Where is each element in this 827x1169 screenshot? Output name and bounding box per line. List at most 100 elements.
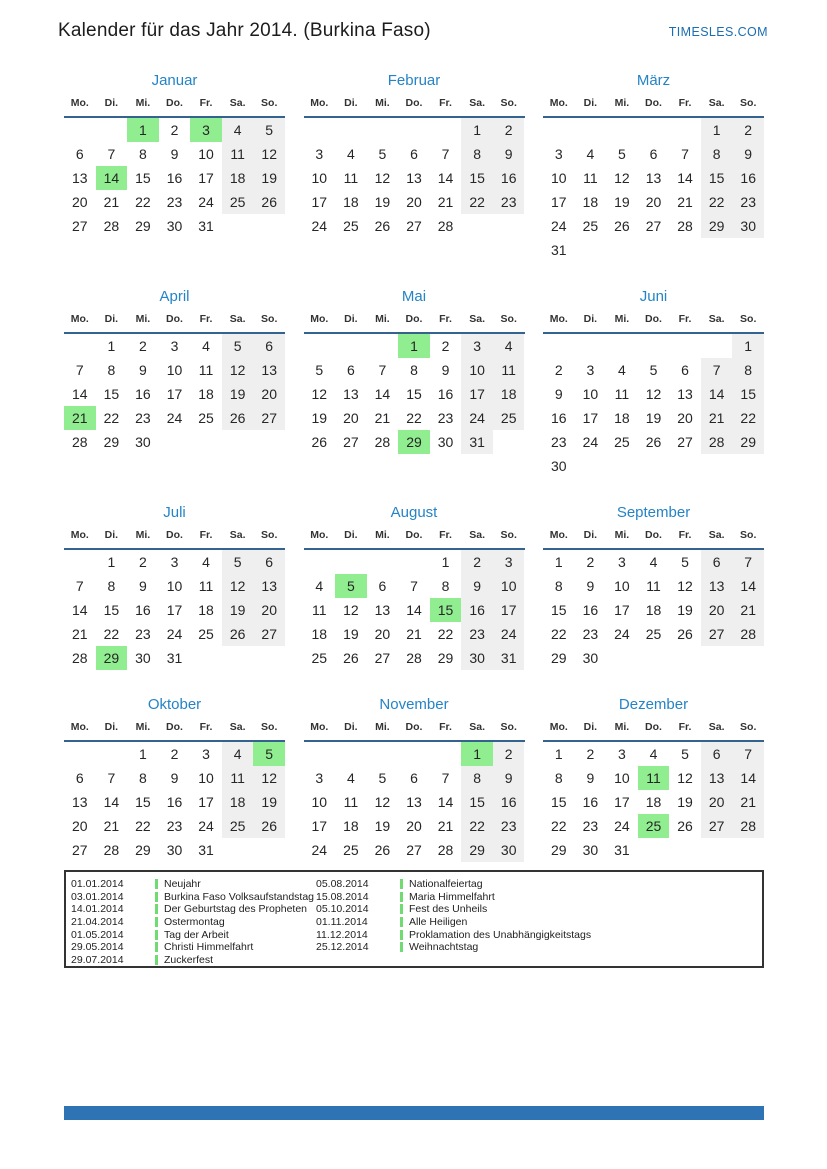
weekday-header: So. xyxy=(740,529,757,541)
empty-cell xyxy=(222,430,254,454)
month-rule xyxy=(303,332,525,334)
day-cell: 2 xyxy=(461,550,493,574)
legend-row: 15.08.2014 Maria Himmelfahrt xyxy=(316,891,762,904)
day-cell: 22 xyxy=(135,194,151,210)
weekday-header: Mo. xyxy=(70,529,89,541)
day-cell: 7 xyxy=(732,550,764,574)
legend-row: 11.12.2014 Proklamation des Unabhängigkei… xyxy=(316,928,762,941)
day-cell: 28 xyxy=(374,434,391,450)
day-cell: 8 xyxy=(107,578,116,594)
month-title: Januar xyxy=(151,72,198,89)
month-title: September xyxy=(616,504,691,521)
day-cell-holiday: 11 xyxy=(637,766,670,790)
day-cell: 26 xyxy=(614,218,630,234)
day-cell: 16 xyxy=(461,598,493,622)
weekday-header: Fr. xyxy=(678,529,692,541)
month-title: Mai xyxy=(401,288,427,305)
empty-cell xyxy=(638,118,670,142)
month-rule xyxy=(303,116,525,118)
site-link[interactable]: TIMESLES.COM xyxy=(668,25,768,39)
day-cell: 20 xyxy=(253,382,285,406)
day-cell: 4 xyxy=(221,742,254,766)
day-cell: 13 xyxy=(71,170,88,186)
legend-date: 01.11.2014 xyxy=(316,916,368,929)
day-cell: 23 xyxy=(135,626,151,642)
day-grid: 1 2 3 4 5 6 7 8 9 10 11 12 13 14 15 16 17 18 19 20 21 22 23 24 2… xyxy=(64,334,285,454)
day-cell: 15 xyxy=(461,166,493,190)
day-cell-holiday: 3 xyxy=(190,118,222,142)
day-cell: 16 xyxy=(732,166,764,190)
day-cell: 29 xyxy=(732,430,764,454)
day-cell: 25 xyxy=(645,626,662,642)
weekday-header-row: Mo. Di. Mi. Do. Fr. Sa. So. xyxy=(543,721,764,740)
day-cell: 28 xyxy=(71,434,88,450)
day-cell: 3 xyxy=(315,146,324,162)
day-cell: 25 xyxy=(492,406,525,430)
month-rule xyxy=(543,740,764,742)
day-cell: 29 xyxy=(700,214,733,238)
empty-cell xyxy=(575,454,607,478)
day-cell: 22 xyxy=(103,410,120,426)
day-cell: 10 xyxy=(311,794,328,810)
day-cell: 6 xyxy=(75,770,84,786)
weekday-header: Fr. xyxy=(678,721,692,733)
day-cell: 9 xyxy=(441,362,450,378)
day-cell: 13 xyxy=(343,386,359,402)
weekday-header: Mi. xyxy=(614,529,630,541)
empty-cell xyxy=(367,118,399,142)
legend-date: 29.05.2014 xyxy=(71,941,124,954)
weekday-header: Mi. xyxy=(375,97,390,109)
day-cell: 3 xyxy=(170,554,179,570)
day-cell: 4 xyxy=(649,746,658,762)
day-cell: 23 xyxy=(492,190,525,214)
day-cell: 14 xyxy=(677,170,693,186)
day-cell: 25 xyxy=(343,842,359,858)
day-cell: 31 xyxy=(198,842,214,858)
day-cell: 19 xyxy=(677,794,693,810)
holiday-marker-bar-icon xyxy=(400,942,403,953)
day-grid: 1 2 3 4 5 6 7 8 9 10 11 12 13 14 15 16 17 18 19 20 21 22 23 24 2… xyxy=(304,118,525,238)
day-cell: 18 xyxy=(645,602,662,618)
day-cell: 17 xyxy=(614,794,630,810)
day-cell: 2 xyxy=(139,338,147,354)
legend-row: 05.10.2014 Fest des Unheils xyxy=(316,903,762,916)
day-cell: 20 xyxy=(677,410,693,426)
weekday-header-row: Mo. Di. Mi. Do. Fr. Sa. So. xyxy=(304,313,525,332)
month-title: August xyxy=(390,504,438,521)
day-cell-holiday: 5 xyxy=(335,574,367,598)
legend-date: 29.07.2014 xyxy=(71,953,124,966)
legend-row: 29.07.2014 Zuckerfest xyxy=(71,954,316,967)
day-cell: 2 xyxy=(492,742,525,766)
day-cell-holiday: 29 xyxy=(95,646,128,670)
empty-cell xyxy=(367,334,399,358)
day-cell: 12 xyxy=(253,766,285,790)
day-cell: 19 xyxy=(221,382,254,406)
legend-row: 03.01.2014 Burkina Faso Volksaufstandstag xyxy=(71,891,316,904)
day-cell: 13 xyxy=(374,602,391,618)
day-grid: 1 2 3 4 5 6 7 8 9 10 11 12 13 14 15 16 17 18 19 20 21 22 23 24 2… xyxy=(304,334,525,454)
weekday-header: Di. xyxy=(104,97,119,109)
day-cell: 23 xyxy=(550,434,567,450)
empty-cell xyxy=(669,238,701,262)
day-cell: 2 xyxy=(139,554,147,570)
day-cell: 16 xyxy=(437,386,454,402)
day-cell: 30 xyxy=(437,434,454,450)
day-cell: 23 xyxy=(166,194,183,210)
legend-holiday-name: Der Geburtstag des Propheten xyxy=(164,903,308,916)
day-cell: 11 xyxy=(646,578,661,594)
day-cell: 21 xyxy=(103,818,120,834)
day-cell: 28 xyxy=(732,814,764,838)
weekday-header: Fr. xyxy=(199,97,213,109)
day-cell: 19 xyxy=(614,194,630,210)
day-cell: 30 xyxy=(135,434,151,450)
weekday-header: Sa. xyxy=(708,313,725,325)
day-cell: 26 xyxy=(645,434,662,450)
empty-cell xyxy=(461,214,493,238)
weekday-header: Do. xyxy=(405,721,423,733)
day-cell: 23 xyxy=(461,622,493,646)
empty-cell xyxy=(543,334,575,358)
day-cell: 15 xyxy=(103,386,120,402)
empty-cell xyxy=(575,334,607,358)
day-cell: 24 xyxy=(461,406,493,430)
month-title: März xyxy=(636,72,671,89)
